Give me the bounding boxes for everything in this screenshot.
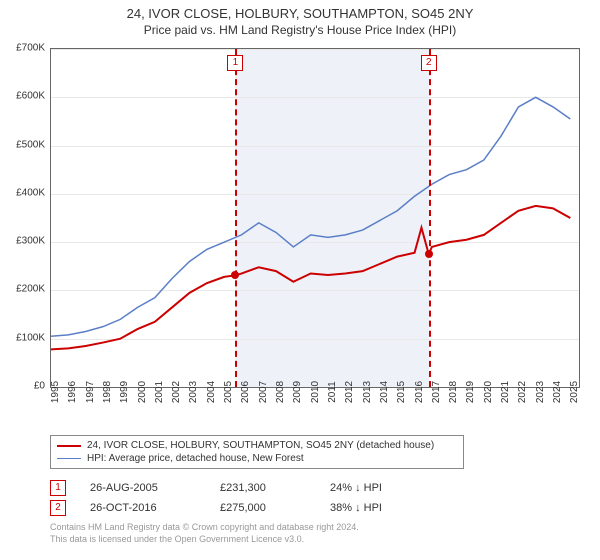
legend-label-hpi: HPI: Average price, detached house, New … [87, 453, 304, 464]
sale-price-2: £275,000 [220, 502, 330, 514]
x-axis-label: 2015 [396, 381, 407, 403]
x-axis-label: 2022 [517, 381, 528, 403]
x-axis-label: 2011 [327, 381, 338, 403]
legend-box: 24, IVOR CLOSE, HOLBURY, SOUTHAMPTON, SO… [50, 435, 464, 469]
x-axis-label: 2017 [431, 381, 442, 403]
x-axis-label: 2024 [552, 381, 563, 403]
x-axis-label: 1997 [85, 381, 96, 403]
chart-area: 12 £0£100K£200K£300K£400K£500K£600K£700K… [50, 48, 580, 408]
x-axis-label: 2000 [137, 381, 148, 403]
event-marker-box: 2 [421, 55, 437, 71]
footer-attribution: Contains HM Land Registry data © Crown c… [50, 522, 359, 545]
footer-line-2: This data is licensed under the Open Gov… [50, 534, 359, 546]
plot-svg [51, 49, 579, 387]
chart-container: 24, IVOR CLOSE, HOLBURY, SOUTHAMPTON, SO… [0, 0, 600, 560]
chart-subtitle: Price paid vs. HM Land Registry's House … [0, 23, 600, 37]
series-line-hpi [51, 97, 570, 336]
x-axis-label: 1999 [119, 381, 130, 403]
sale-marker-1: 1 [50, 480, 66, 496]
x-axis-label: 2007 [258, 381, 269, 403]
y-axis-label: £500K [16, 139, 45, 150]
legend-item-hpi: HPI: Average price, detached house, New … [57, 452, 457, 465]
legend-swatch-hpi [57, 458, 81, 459]
y-axis-label: £0 [34, 381, 45, 392]
x-axis-label: 2008 [275, 381, 286, 403]
sale-date-1: 26-AUG-2005 [90, 482, 220, 494]
legend-swatch-property [57, 445, 81, 447]
event-marker-line [429, 49, 431, 387]
x-axis-label: 2003 [188, 381, 199, 403]
legend-item-property: 24, IVOR CLOSE, HOLBURY, SOUTHAMPTON, SO… [57, 439, 457, 452]
sale-marker-2: 2 [50, 500, 66, 516]
series-line-property [51, 206, 570, 349]
sale-diff-2: 38% ↓ HPI [330, 502, 450, 514]
x-axis-label: 2002 [171, 381, 182, 403]
x-axis-label: 2016 [414, 381, 425, 403]
y-axis-label: £200K [16, 284, 45, 295]
x-axis-label: 2010 [310, 381, 321, 403]
sale-row-2: 2 26-OCT-2016 £275,000 38% ↓ HPI [50, 498, 450, 518]
x-axis-label: 2004 [206, 381, 217, 403]
x-axis-label: 2020 [483, 381, 494, 403]
x-axis-label: 2005 [223, 381, 234, 403]
sale-dot [425, 250, 433, 258]
x-axis-label: 2025 [569, 381, 580, 403]
event-marker-line [235, 49, 237, 387]
x-axis-label: 2006 [240, 381, 251, 403]
x-axis-label: 2001 [154, 381, 165, 403]
sale-price-1: £231,300 [220, 482, 330, 494]
x-axis-label: 2023 [535, 381, 546, 403]
sale-date-2: 26-OCT-2016 [90, 502, 220, 514]
x-axis-label: 2021 [500, 381, 511, 403]
y-axis-label: £600K [16, 91, 45, 102]
x-axis-label: 2018 [448, 381, 459, 403]
legend-label-property: 24, IVOR CLOSE, HOLBURY, SOUTHAMPTON, SO… [87, 440, 434, 451]
sales-table: 1 26-AUG-2005 £231,300 24% ↓ HPI 2 26-OC… [50, 478, 450, 518]
x-axis-label: 1995 [50, 381, 61, 403]
x-axis-label: 2009 [292, 381, 303, 403]
y-axis-label: £300K [16, 236, 45, 247]
y-axis-label: £700K [16, 43, 45, 54]
title-block: 24, IVOR CLOSE, HOLBURY, SOUTHAMPTON, SO… [0, 0, 600, 37]
event-marker-box: 1 [227, 55, 243, 71]
footer-line-1: Contains HM Land Registry data © Crown c… [50, 522, 359, 534]
x-axis-label: 2019 [465, 381, 476, 403]
x-axis-label: 2014 [379, 381, 390, 403]
x-axis-label: 2013 [362, 381, 373, 403]
x-axis-label: 1996 [67, 381, 78, 403]
x-axis-label: 1998 [102, 381, 113, 403]
chart-title: 24, IVOR CLOSE, HOLBURY, SOUTHAMPTON, SO… [0, 6, 600, 21]
sale-row-1: 1 26-AUG-2005 £231,300 24% ↓ HPI [50, 478, 450, 498]
x-axis-label: 2012 [344, 381, 355, 403]
y-axis-label: £400K [16, 187, 45, 198]
plot-region: 12 [50, 48, 580, 388]
sale-diff-1: 24% ↓ HPI [330, 482, 450, 494]
y-axis-label: £100K [16, 332, 45, 343]
sale-dot [231, 271, 239, 279]
